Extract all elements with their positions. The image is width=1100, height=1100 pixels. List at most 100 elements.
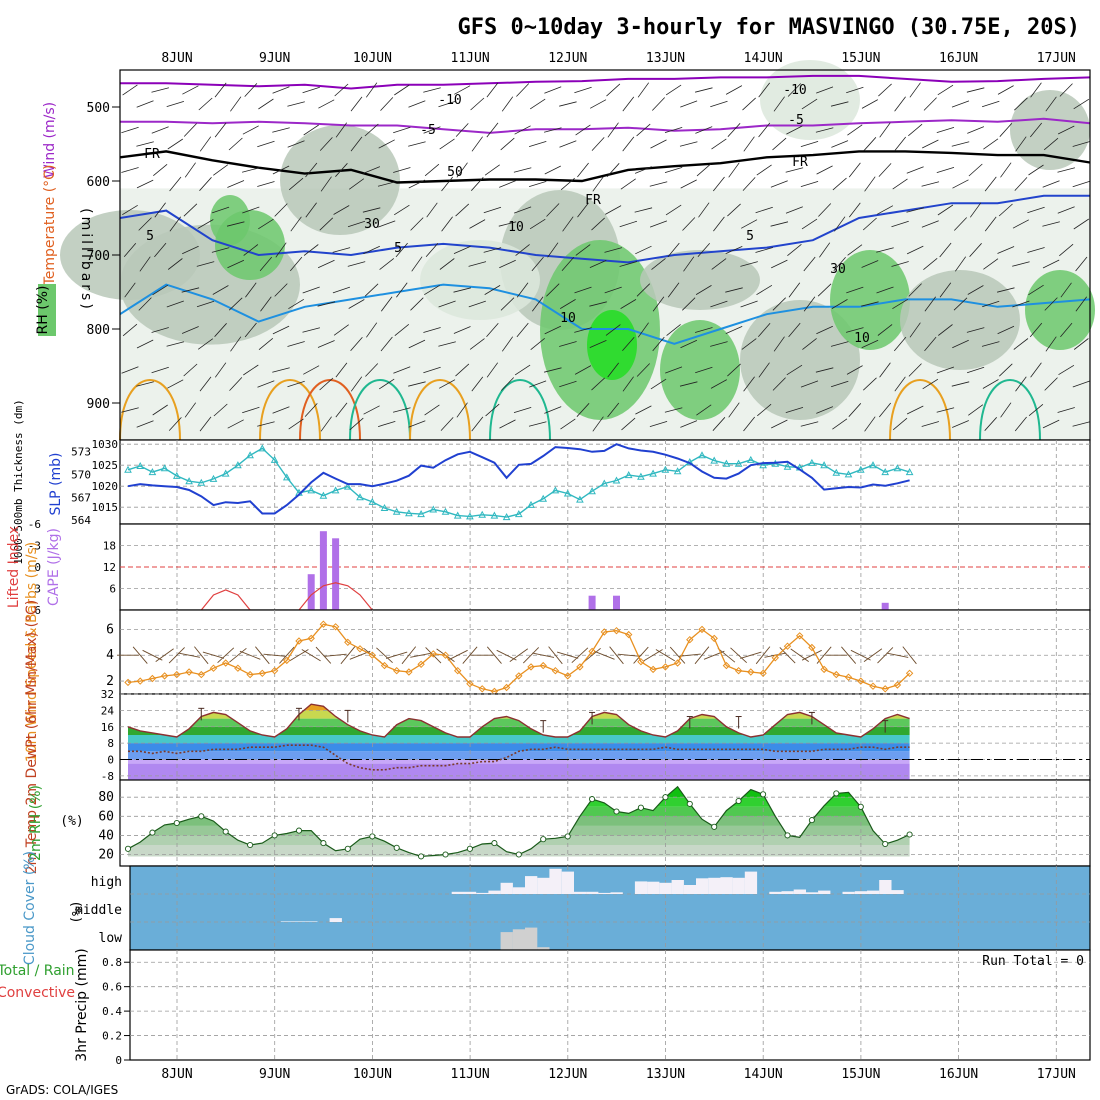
wind-barb	[287, 101, 305, 107]
wind-barb	[815, 127, 834, 133]
svg-text:Wind (m/s): Wind (m/s)	[42, 102, 58, 178]
wind-barb	[906, 405, 924, 415]
wind-barb	[575, 124, 591, 136]
wind-barb	[939, 242, 952, 258]
pressure-tick-label: 700	[87, 249, 110, 264]
wind-barb	[984, 176, 997, 192]
wind-barb	[1044, 377, 1058, 391]
cloud-bar-high	[879, 880, 892, 894]
wind-barb	[242, 206, 260, 214]
wind-barb	[710, 300, 728, 308]
wind-barb	[649, 421, 668, 427]
slp-tick-label: 1030	[92, 438, 119, 451]
wind-barb	[184, 402, 197, 418]
thickness-point	[258, 444, 267, 452]
wind-barb	[878, 402, 892, 418]
rh-point	[271, 832, 278, 839]
wind-barb	[635, 245, 652, 255]
cloud-bar-high	[561, 871, 574, 894]
wind-barb	[272, 325, 290, 335]
thickness-point	[600, 479, 609, 487]
wind-barb	[242, 125, 259, 135]
wind-barb	[272, 165, 290, 175]
wind-barb	[380, 296, 393, 312]
wind-barb	[426, 202, 438, 218]
wind-barb	[560, 418, 576, 430]
wind-speed-point	[453, 666, 462, 675]
wind-barb	[936, 366, 955, 374]
wind-barb	[335, 362, 348, 378]
wind10m-barb	[401, 646, 417, 665]
wind-barb	[589, 340, 607, 348]
wind-barb	[378, 220, 396, 228]
wind-barb	[894, 136, 907, 152]
cloud-bar-high	[671, 880, 684, 894]
wind-barb	[801, 98, 818, 110]
wind-barb	[590, 99, 607, 109]
warm-contour	[259, 379, 321, 441]
wind-barb	[909, 82, 921, 98]
wind-barb	[514, 125, 531, 135]
contour-label: FR	[792, 155, 808, 170]
wind-barb	[335, 402, 348, 418]
wind-barb	[906, 166, 924, 174]
lifted-index-label: Lifted Index	[6, 526, 22, 608]
thickness-point	[514, 510, 523, 518]
wind-barb	[954, 256, 967, 272]
wind-barb	[622, 96, 635, 112]
wind-barb	[998, 203, 1013, 217]
cloud-bar-high	[842, 891, 855, 894]
wind-barb	[921, 220, 939, 228]
wind-barb	[514, 364, 531, 376]
rh-point	[857, 803, 864, 810]
wind-barb	[151, 126, 169, 134]
contour-label: 30	[364, 217, 380, 232]
wind-speed-point	[783, 642, 792, 650]
wind-barb	[770, 221, 789, 227]
wind-barb	[649, 220, 668, 228]
cloud-bar-high	[732, 877, 745, 894]
rh-point	[686, 800, 693, 807]
precip-convective-label: Convective	[0, 985, 75, 1001]
pressure-tick-label: 900	[87, 397, 110, 412]
wind-speed-point	[234, 664, 242, 672]
wind-barb	[243, 364, 259, 376]
cloud-bar-high	[476, 892, 489, 894]
wind-barb	[756, 164, 772, 176]
wind-barb	[756, 284, 773, 296]
wind-barb	[924, 336, 937, 352]
cape-bar	[307, 574, 315, 610]
rh2m-axis-label: 2m RH (%)	[28, 785, 44, 861]
wind-barb	[122, 323, 138, 337]
precip-tick-label: 0.2	[102, 1030, 122, 1043]
wind-barb	[335, 163, 348, 177]
thickness-tick-label: 573	[71, 445, 91, 458]
thickness-point	[588, 487, 596, 495]
wind-barb	[499, 419, 516, 429]
wind-barb	[636, 123, 651, 137]
thickness-point	[185, 477, 193, 485]
wind-barb	[272, 367, 290, 373]
wind-barb	[694, 327, 713, 333]
wind-barb	[936, 127, 955, 133]
wind-speed-point	[869, 682, 877, 690]
wind-barb	[230, 96, 242, 112]
rh-blob	[1025, 270, 1095, 350]
rh-point	[173, 819, 180, 827]
wind-barb	[830, 341, 849, 347]
wind-barb	[906, 207, 925, 213]
wind-barb	[439, 258, 455, 270]
thickness-point	[698, 451, 706, 459]
rh-point	[735, 797, 742, 805]
wind-barb	[1075, 256, 1088, 272]
wind-speed-point	[441, 651, 450, 659]
wind-speed-point	[563, 672, 572, 680]
wind10m-frame	[119, 609, 1091, 695]
wind-barb	[725, 246, 743, 254]
wind-barb	[227, 259, 245, 269]
thickness-point	[759, 461, 767, 469]
wind-barb	[634, 166, 652, 174]
top-date-label: 11JUN	[451, 51, 490, 66]
wind-barb	[636, 363, 650, 377]
